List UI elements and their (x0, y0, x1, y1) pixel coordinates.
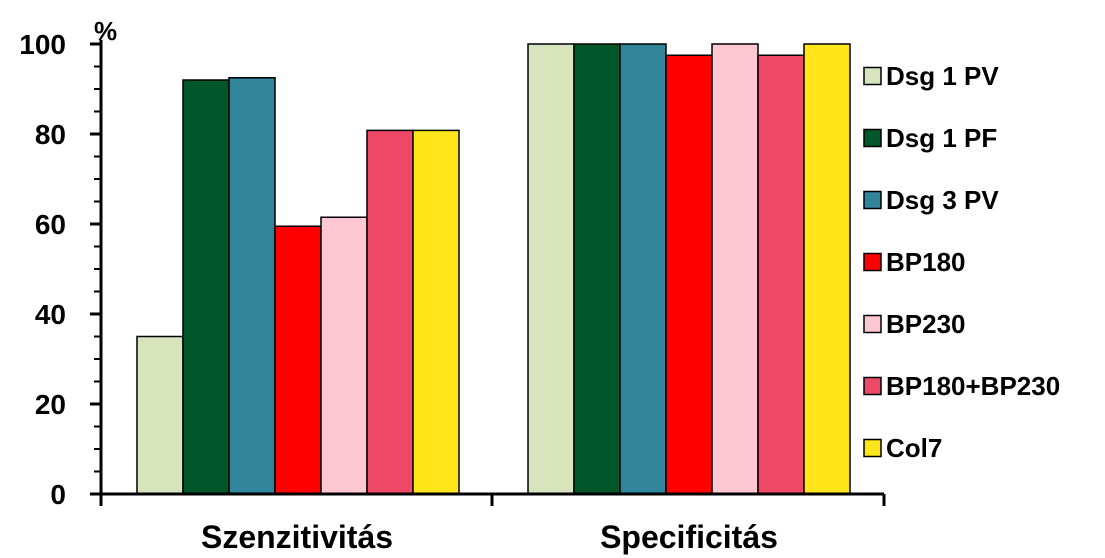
bar-col7-1 (803, 43, 851, 495)
legend-label-2: Dsg 3 PV (886, 185, 999, 215)
bar-dsg-1-pv-0 (136, 335, 184, 495)
bar-col7-0 (412, 129, 460, 495)
y-tick-label-40: 40 (35, 299, 66, 330)
y-axis-unit-label: % (94, 16, 117, 46)
legend-swatch-5 (863, 376, 882, 396)
legend-label-0: Dsg 1 PV (886, 61, 999, 91)
bar-bp180-bp230-1 (757, 54, 805, 495)
y-tick-label-20: 20 (35, 389, 66, 420)
y-ticks-group: 0 20 40 60 80 100 (19, 29, 66, 510)
bar-dsg-1-pf-1 (573, 43, 621, 495)
legend-swatch-2 (863, 190, 882, 210)
legend-swatch-3 (863, 252, 882, 272)
bar-dsg-3-pv-0 (228, 77, 276, 495)
bar-dsg-3-pv-1 (619, 43, 667, 495)
bar-bp230-0 (320, 216, 368, 495)
bar-bp180-1 (665, 54, 713, 495)
x-category-label-0: Szenzitivitás (201, 519, 393, 555)
x-categories-group: Szenzitivitás Specificitás (201, 519, 778, 555)
bar-dsg-1-pv-1 (527, 43, 575, 495)
axes-group (90, 40, 886, 506)
y-tick-label-100: 100 (19, 29, 66, 60)
bars-group (136, 43, 851, 495)
bar-bp180-0 (274, 225, 322, 495)
legend: Dsg 1 PV Dsg 1 PF Dsg 3 PV BP180 BP230 BP180+… (863, 61, 1060, 463)
legend-label-3: BP180 (886, 247, 966, 277)
legend-label-5: BP180+BP230 (886, 371, 1060, 401)
bar-bp230-1 (711, 43, 759, 495)
legend-swatch-1 (863, 128, 882, 148)
legend-label-6: Col7 (886, 433, 942, 463)
legend-label-1: Dsg 1 PF (886, 123, 997, 153)
x-category-label-1: Specificitás (600, 519, 778, 555)
legend-label-4: BP230 (886, 309, 966, 339)
bar-dsg-1-pf-0 (182, 79, 230, 495)
legend-swatch-4 (863, 314, 882, 334)
legend-swatch-0 (863, 66, 882, 86)
y-tick-label-80: 80 (35, 119, 66, 150)
legend-swatch-6 (863, 438, 882, 458)
y-tick-label-60: 60 (35, 209, 66, 240)
bar-bp180-bp230-0 (366, 129, 414, 495)
y-tick-label-0: 0 (50, 479, 66, 510)
